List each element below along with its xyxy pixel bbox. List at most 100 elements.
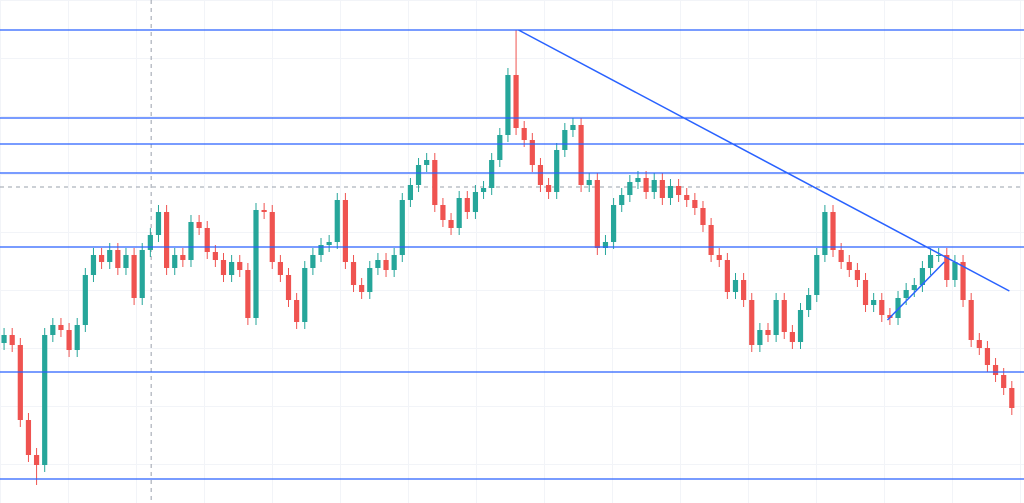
candle-body xyxy=(976,340,982,348)
candle-body xyxy=(781,300,787,332)
candle-body xyxy=(456,198,462,228)
candle-body xyxy=(635,178,641,182)
candle-body xyxy=(464,198,470,212)
candle-body xyxy=(716,255,722,260)
candle-body xyxy=(545,185,552,192)
candle-body xyxy=(90,255,97,275)
candle-body xyxy=(879,300,885,315)
candle-body xyxy=(66,330,72,350)
candle-body xyxy=(594,180,600,248)
candle-body xyxy=(724,260,730,292)
candle-body xyxy=(854,270,860,280)
candle-body xyxy=(708,225,714,255)
candle-body xyxy=(33,455,40,465)
candle-body xyxy=(814,255,820,295)
candle-body xyxy=(245,270,251,318)
candle-body xyxy=(350,262,357,285)
candle-body xyxy=(960,262,966,300)
candle-body xyxy=(359,285,365,292)
candle-body xyxy=(765,330,771,335)
candle-body xyxy=(196,222,202,228)
trend-line xyxy=(886,261,945,321)
candle-body xyxy=(98,255,105,262)
candle-body xyxy=(659,180,665,198)
candle-body xyxy=(1,335,7,343)
candle-body xyxy=(773,300,779,335)
candle-body xyxy=(17,345,23,420)
candle-body xyxy=(610,205,617,242)
candle-body xyxy=(944,255,950,280)
trend-line xyxy=(518,29,1010,292)
candle-body xyxy=(806,295,812,310)
candle-body xyxy=(42,335,48,465)
candle-body xyxy=(757,330,763,345)
candle-body xyxy=(472,192,479,212)
candle-body xyxy=(667,186,674,198)
candle-body xyxy=(172,255,178,268)
candle-body xyxy=(407,185,414,200)
candle-body xyxy=(1001,375,1007,388)
candle-body xyxy=(513,75,519,128)
candle-body xyxy=(480,188,487,192)
candle-body xyxy=(261,210,267,212)
candle-body xyxy=(212,252,218,260)
candle-body xyxy=(830,212,836,250)
candle-body xyxy=(342,200,348,262)
candle-body xyxy=(919,268,926,285)
candle-body xyxy=(367,268,373,292)
candle-body xyxy=(732,280,739,292)
candle-body xyxy=(936,255,942,256)
candle-body xyxy=(684,195,690,200)
candle-body xyxy=(521,128,527,140)
candle-body xyxy=(627,182,633,195)
candle-body xyxy=(895,298,901,318)
candle-body xyxy=(749,300,755,345)
candle-body xyxy=(1009,388,1015,408)
candle-body xyxy=(383,260,389,270)
candle-body xyxy=(432,160,438,205)
candle-body xyxy=(131,255,137,298)
candle-body xyxy=(578,125,584,185)
candle-body xyxy=(302,268,308,322)
candle-body xyxy=(952,262,958,280)
candle-body xyxy=(529,140,535,165)
candle-body xyxy=(822,212,828,255)
candle-body xyxy=(326,242,332,245)
candle-body xyxy=(554,150,560,192)
candle-body xyxy=(237,262,243,270)
candle-body xyxy=(692,200,698,208)
candle-body xyxy=(968,300,974,340)
candle-body xyxy=(992,365,999,375)
candle-body xyxy=(25,420,32,455)
candle-body xyxy=(741,280,747,300)
candle-body xyxy=(643,178,649,192)
candle-body xyxy=(424,160,430,165)
candle-body xyxy=(700,208,706,225)
candle-body xyxy=(285,275,292,300)
candle-body xyxy=(164,212,170,268)
candle-body xyxy=(204,228,210,252)
candle-body xyxy=(903,290,909,298)
candle-body xyxy=(862,280,869,305)
candle-body xyxy=(415,165,422,185)
candle-body xyxy=(139,250,145,298)
candle-body xyxy=(229,262,235,275)
candle-body xyxy=(180,255,186,260)
candle-body xyxy=(277,262,283,275)
candle-body xyxy=(871,300,877,305)
candle-body xyxy=(50,325,56,335)
candle-body xyxy=(797,310,804,342)
candle-body xyxy=(123,255,129,268)
candle-body xyxy=(391,255,397,270)
candle-body xyxy=(927,255,934,268)
candle-body xyxy=(440,205,446,220)
candle-body xyxy=(334,200,340,242)
candle-body xyxy=(846,262,852,270)
candle-body xyxy=(9,335,15,345)
candle-body xyxy=(375,260,381,268)
candle-body xyxy=(586,180,592,185)
candle-body xyxy=(602,242,609,248)
candle-body xyxy=(155,212,162,235)
candle-body xyxy=(58,325,64,330)
